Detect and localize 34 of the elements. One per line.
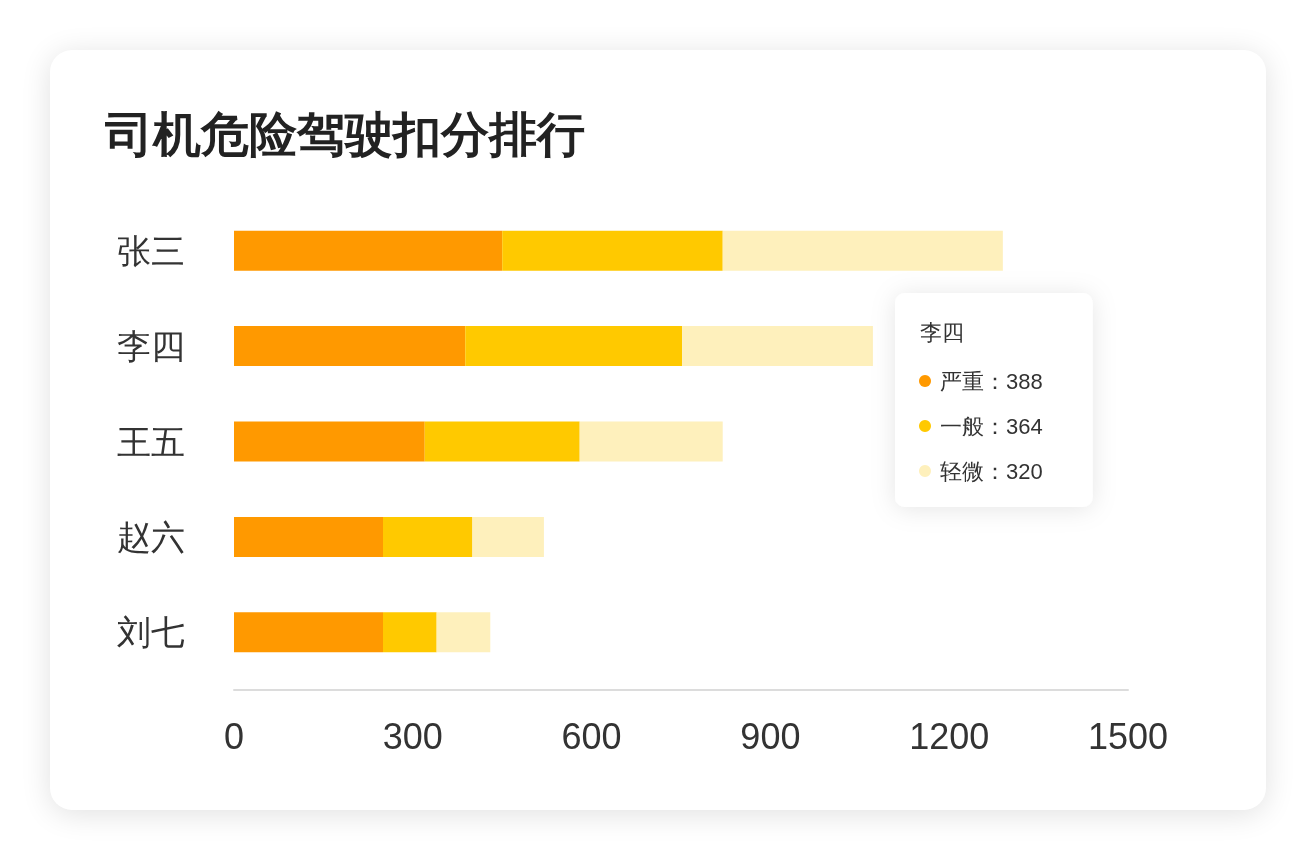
bar: [722, 230, 1003, 271]
y-tick-label: 王五: [117, 422, 185, 461]
bar: [682, 326, 873, 367]
y-tick-label: 李四: [117, 327, 185, 366]
annotation: 388: [1006, 368, 1043, 394]
legend-label: 轻微：: [940, 458, 1006, 484]
x-tick-label: 300: [382, 715, 443, 757]
bar: [383, 516, 473, 557]
chart-title: 司机危险驾驶扣分排行: [104, 107, 585, 161]
legend-title: 李四: [920, 319, 964, 345]
y-tick-label: 刘七: [117, 613, 185, 652]
x-tick-label: 0: [223, 715, 245, 757]
bar: [465, 326, 683, 367]
bar: [234, 326, 466, 367]
bar: [234, 516, 383, 557]
x-tick-label: 1200: [909, 715, 990, 757]
bar: [579, 421, 723, 462]
bar: [472, 516, 544, 557]
bar: [502, 230, 723, 271]
annotation: 320: [1006, 458, 1043, 484]
bar: [424, 421, 580, 462]
bar: [436, 612, 491, 653]
y-tick-label: 赵六: [117, 517, 185, 556]
y-tick-label: 张三: [117, 231, 185, 270]
legend-label: 一般：: [940, 413, 1006, 439]
x-tick-label: 900: [740, 715, 801, 757]
annotation: 364: [1006, 413, 1043, 439]
x-tick-label: 600: [561, 715, 622, 757]
bar: [234, 612, 383, 653]
x-tick-label: 1500: [1087, 715, 1169, 757]
bar: [234, 421, 425, 462]
legend-label: 严重：: [940, 368, 1006, 394]
bar: [383, 612, 437, 653]
bar: [234, 230, 503, 271]
